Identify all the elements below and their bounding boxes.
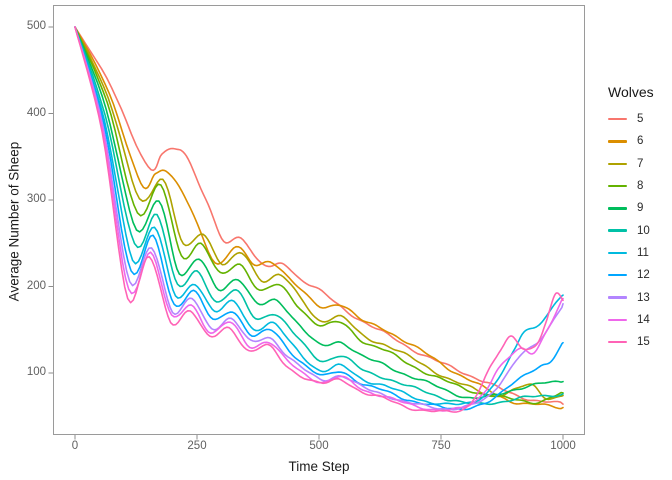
legend-item-wolves-7: 7 — [604, 153, 670, 175]
legend-item-wolves-12: 12 — [604, 264, 670, 286]
legend-item-label: 7 — [637, 157, 644, 170]
legend-item-label: 9 — [637, 202, 644, 215]
legend: Wolves 5 6 7 8 9 10 11 12 13 14 15 — [604, 84, 670, 353]
x-tick-label: 250 — [187, 440, 207, 452]
x-tick-label: 750 — [431, 440, 451, 452]
y-tick-label: 100 — [26, 366, 46, 378]
axis-tick-marks — [48, 26, 564, 440]
series-line-wolves-5 — [74, 26, 564, 405]
legend-swatch-icon — [608, 296, 627, 299]
legend-swatch-icon — [608, 274, 627, 277]
plot-panel-border — [53, 5, 585, 435]
x-tick-label: 1000 — [550, 440, 576, 452]
legend-item-label: 5 — [637, 113, 644, 126]
series-line-wolves-11 — [74, 26, 564, 406]
legend-item-label: 6 — [637, 135, 644, 148]
legend-swatch-icon — [608, 117, 627, 121]
legend-item-wolves-6: 6 — [604, 130, 670, 152]
series-line-wolves-14 — [74, 26, 564, 412]
legend-swatch-icon — [608, 140, 627, 143]
legend-item-wolves-10: 10 — [604, 219, 670, 241]
series-line-wolves-15 — [74, 26, 564, 413]
legend-item-wolves-15: 15 — [604, 331, 670, 353]
x-axis-title: Time Step — [288, 459, 350, 474]
y-axis-title: Average Number of Sheep — [6, 141, 22, 302]
x-tick-label: 500 — [309, 440, 329, 452]
legend-swatch-icon — [608, 162, 627, 165]
legend-swatch-icon — [608, 340, 627, 344]
y-tick-label: 200 — [26, 280, 46, 292]
legend-item-label: 10 — [637, 224, 650, 237]
legend-swatch-icon — [608, 207, 627, 210]
legend-item-label: 12 — [637, 269, 650, 282]
legend-item-wolves-11: 11 — [604, 242, 670, 264]
y-tick-label: 500 — [26, 20, 46, 32]
legend-item-label: 11 — [637, 246, 649, 259]
legend-item-wolves-14: 14 — [604, 309, 670, 331]
series-line-wolves-6 — [74, 26, 564, 410]
legend-item-wolves-13: 13 — [604, 286, 670, 308]
legend-swatch-icon — [608, 318, 627, 322]
legend-item-label: 13 — [637, 291, 650, 304]
legend-item-wolves-9: 9 — [604, 197, 670, 219]
legend-title: Wolves — [608, 84, 654, 100]
legend-item-label: 14 — [637, 313, 650, 326]
x-tick-label: 0 — [71, 440, 79, 452]
legend-item-label: 8 — [637, 180, 644, 193]
series-lines — [74, 26, 564, 413]
series-line-wolves-9 — [74, 26, 564, 399]
series-line-wolves-8 — [74, 26, 564, 405]
series-line-wolves-10 — [74, 26, 564, 406]
legend-swatch-icon — [608, 251, 627, 255]
legend-item-label: 15 — [637, 336, 650, 349]
legend-swatch-icon — [608, 184, 627, 188]
legend-item-wolves-5: 5 — [604, 108, 670, 130]
legend-item-wolves-8: 8 — [604, 175, 670, 197]
y-tick-label: 300 — [26, 193, 46, 205]
legend-swatch-icon — [608, 229, 627, 232]
series-line-wolves-12 — [74, 26, 564, 411]
y-tick-label: 400 — [26, 107, 46, 119]
